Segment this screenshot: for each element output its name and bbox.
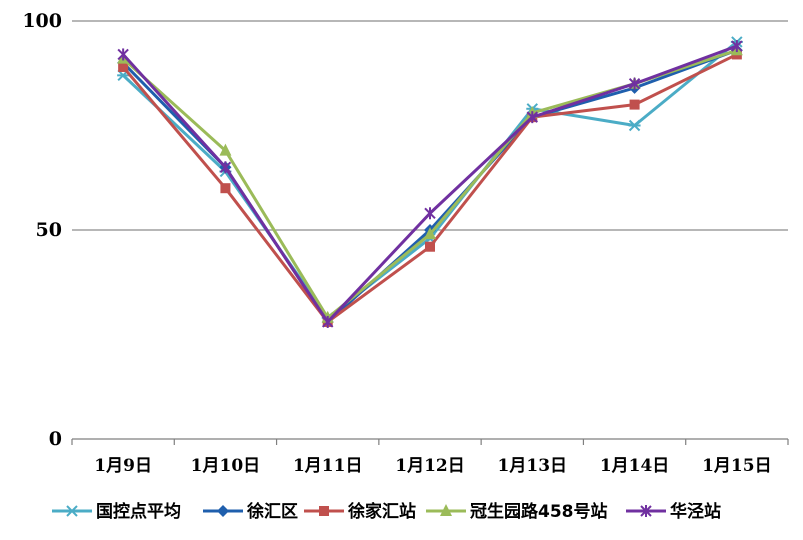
data-point [629,99,640,110]
x-tick-label: 1月14日 [600,456,670,476]
plot-area [117,36,743,328]
x-tick-label: 1月13日 [498,456,568,476]
data-point [526,111,538,124]
series [117,43,743,323]
data-point [628,119,641,132]
series [117,44,743,328]
data-point [424,227,436,240]
series-line [122,48,738,320]
legend-label: 徐汇区 [246,501,298,522]
legend-label: 华泾站 [670,501,721,522]
legend-item: 国控点平均 [52,501,181,522]
data-point [219,161,232,174]
data-point [319,506,329,516]
legend: 国控点平均 徐汇区 徐家汇站 冠生园路458号站 华泾站 [52,501,721,522]
data-point [217,505,229,517]
series-line [121,53,738,324]
data-point [219,143,232,156]
x-tick-label: 1月15日 [702,456,772,476]
legend-label: 冠生园路458号站 [470,501,608,522]
series [117,40,743,328]
x-tick-label: 1月10日 [191,456,261,476]
data-point [66,505,78,517]
data-point [640,505,652,517]
legend-item: 徐汇区 [203,501,298,522]
y-tick-label: 0 [49,428,62,450]
data-point [118,61,129,72]
data-point [731,40,743,53]
data-point [425,241,435,252]
data-point [440,504,452,516]
legend-label: 国控点平均 [96,501,181,522]
data-point [322,315,334,328]
x-tick-label: 1月9日 [94,456,152,476]
series-line [122,44,738,324]
y-tick-label: 100 [22,10,62,32]
series-line [122,48,738,324]
data-point [424,207,436,220]
y-axis: 0 50 100 [22,10,62,450]
legend-item: 冠生园路458号站 [426,501,608,522]
x-tick-label: 1月11日 [293,456,363,476]
legend-item: 华泾站 [626,501,721,522]
series [118,49,742,327]
data-point [220,183,231,194]
data-point [117,48,129,61]
x-axis: 1月9日 1月10日 1月11日 1月12日 1月13日 1月14日 1月15日 [71,439,789,476]
y-tick-label: 50 [36,219,62,241]
data-point [628,77,641,90]
legend-item: 徐家汇站 [304,501,416,522]
legend-label: 徐家汇站 [347,501,416,522]
x-tick-label: 1月12日 [395,456,465,476]
